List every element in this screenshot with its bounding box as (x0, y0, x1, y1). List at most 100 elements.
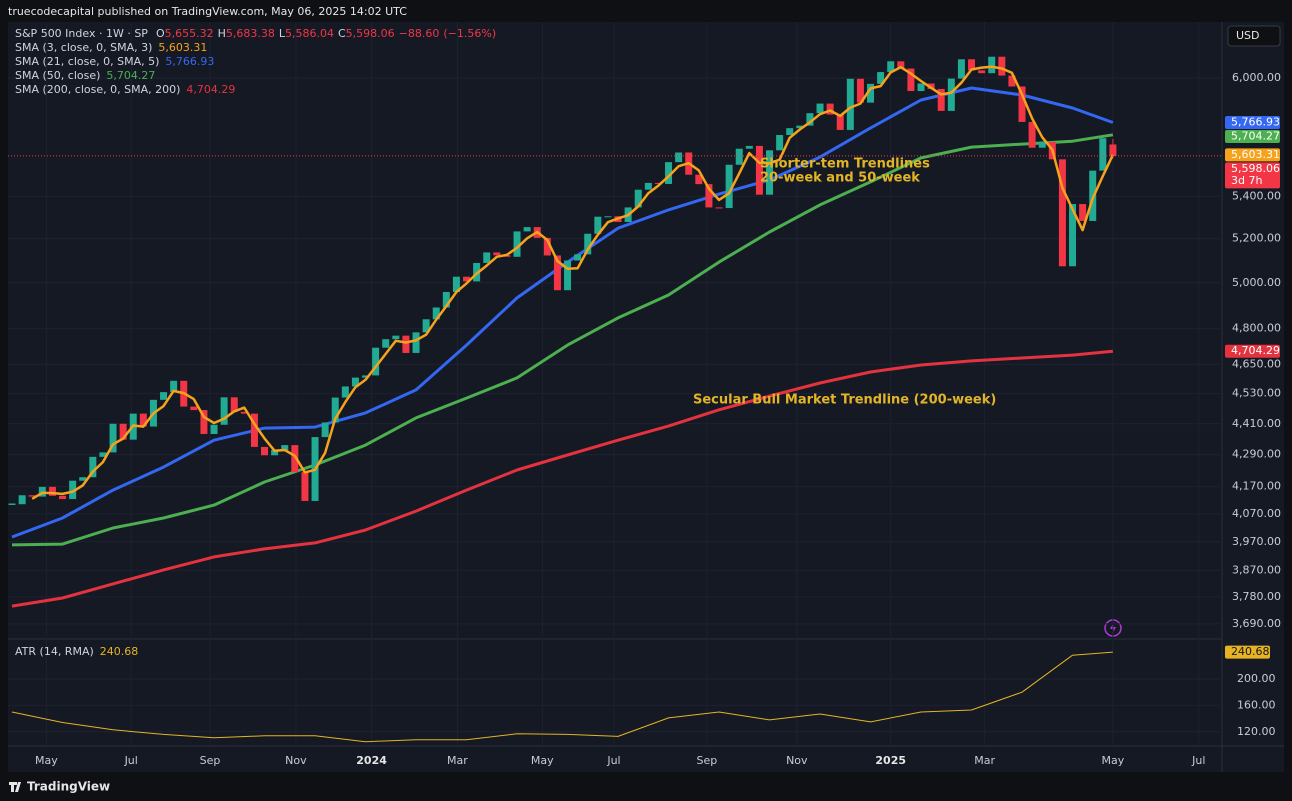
sma-line (31, 65, 1115, 500)
sma-line (11, 349, 1114, 608)
legend-name: SMA (50, close) (15, 69, 100, 82)
candle-body (331, 397, 339, 423)
x-tick-label: May (531, 754, 554, 767)
candle-body (48, 486, 56, 496)
candle-body (867, 83, 875, 103)
y-tick-label: 4,170.00 (1232, 480, 1281, 493)
x-tick-label: Jul (606, 754, 620, 767)
brand-logo (9, 782, 21, 792)
candle-body (745, 145, 753, 149)
x-tick-label: 2024 (356, 754, 387, 767)
candle-body (856, 78, 864, 103)
candle-body (584, 233, 592, 255)
candle-body (917, 83, 925, 92)
candle-body (513, 231, 521, 257)
candle-body (1058, 159, 1066, 267)
candle-body (957, 59, 965, 79)
y-tick-label: 5,400.00 (1232, 189, 1281, 202)
atr-line (11, 651, 1113, 743)
currency-button[interactable] (1227, 25, 1281, 47)
x-tick-label: Mar (974, 754, 995, 767)
candle-body (1008, 75, 1016, 87)
candle-body (644, 182, 652, 190)
chart-area (8, 22, 1284, 772)
candle-body (947, 78, 955, 111)
legend-name: SMA (3, close, 0, SMA, 3) (15, 41, 152, 54)
candle-body (786, 128, 794, 136)
candle-body (1079, 204, 1087, 221)
legend-ohlc-value: 5,598.06 (346, 27, 395, 40)
x-tick-label: Nov (786, 754, 808, 767)
legend-value: 4,704.29 (186, 83, 235, 96)
candle-body (766, 150, 774, 195)
candle-body (483, 252, 491, 263)
candle-body (796, 125, 804, 129)
price-tag-label: 5,704.27 (1231, 130, 1280, 143)
candle-body (452, 276, 460, 293)
y-tick-label: 4,650.00 (1232, 357, 1281, 370)
candle-body (392, 335, 400, 340)
candle-body (574, 254, 582, 261)
candle-body (402, 335, 410, 353)
candle-body (321, 422, 329, 438)
legend-change-pct: (−1.56%) (443, 27, 496, 40)
y-tick-label: 4,530.00 (1232, 387, 1281, 400)
y-tick-label: 200.00 (1237, 672, 1276, 685)
price-tag (1225, 344, 1280, 358)
candle-body (816, 103, 824, 114)
legend-value: 5,704.27 (106, 69, 155, 82)
x-tick-label: Nov (285, 754, 307, 767)
candle-body (968, 59, 976, 71)
y-tick-label: 3,870.00 (1232, 563, 1281, 576)
brand: TradingView (27, 780, 110, 794)
candle-body (715, 207, 723, 209)
candle-body (109, 423, 117, 453)
candle-body (826, 103, 834, 115)
candle-body (412, 332, 420, 353)
candle-body (927, 83, 935, 89)
x-tick-label: Mar (447, 754, 468, 767)
candle-body (897, 61, 905, 69)
y-tick-label: 4,290.00 (1232, 448, 1281, 461)
candle-body (230, 397, 238, 412)
candle-body (988, 56, 996, 74)
legend-name: SMA (200, close, 0, SMA, 200) (15, 83, 180, 96)
candle-body (978, 70, 986, 74)
candle-body (735, 148, 743, 165)
legend-change: −88.60 (399, 27, 440, 40)
candle-body (594, 216, 602, 234)
legend-value: 5,766.93 (165, 55, 214, 68)
y-tick-label: 4,070.00 (1232, 507, 1281, 520)
candle-body (806, 113, 814, 126)
candle-body (877, 72, 885, 84)
y-tick-label: 3,690.00 (1232, 617, 1281, 630)
legend-name: SMA (21, close, 0, SMA, 5) (15, 55, 159, 68)
candle-body (341, 386, 349, 398)
currency[interactable]: USD (1236, 29, 1260, 42)
price-tag (1225, 148, 1280, 162)
x-tick-label: Sep (200, 754, 221, 767)
candle-body (634, 189, 642, 208)
legend-value: 240.68 (100, 645, 139, 658)
bar-countdown: 3d 7h (1231, 174, 1262, 187)
x-tick-label: May (1102, 754, 1125, 767)
candle-body (543, 237, 551, 256)
candle-body (493, 252, 501, 256)
candle-body (372, 347, 380, 376)
candle-body (362, 375, 370, 378)
candle-body (1099, 138, 1107, 171)
sma-line (11, 133, 1114, 547)
annotation: 20-week and 50-week (760, 171, 920, 186)
candle-body (119, 423, 127, 440)
y-tick-label: 3,780.00 (1232, 590, 1281, 603)
legend-ohlc-key: C (338, 27, 346, 40)
candle-body (18, 495, 26, 505)
candle-body (250, 413, 258, 447)
candle-body (271, 450, 279, 456)
candle-body (1038, 141, 1046, 148)
y-tick-label: 120.00 (1237, 725, 1276, 738)
candle-body (160, 392, 168, 400)
legend-ohlc-key: O (156, 27, 165, 40)
candle-body (1018, 86, 1026, 122)
